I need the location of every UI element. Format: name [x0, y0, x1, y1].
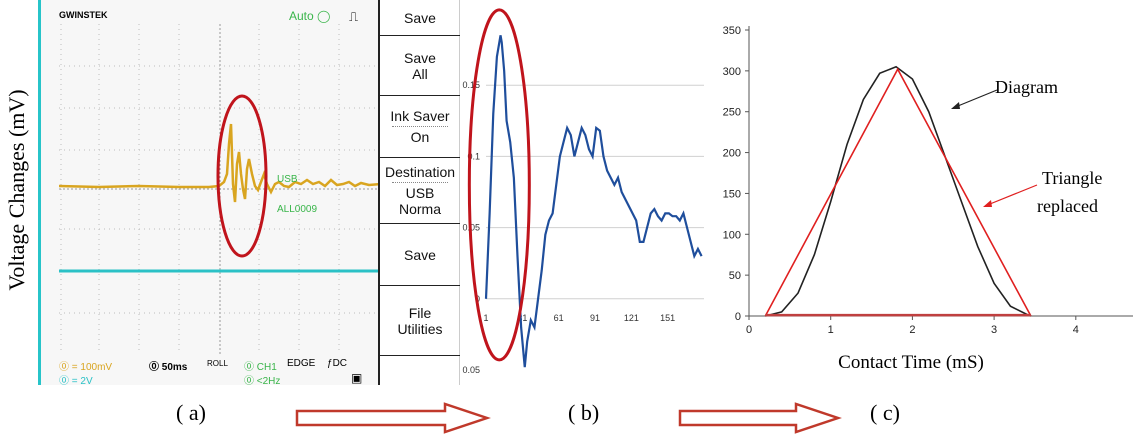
menu-item-save[interactable]: Save [380, 224, 460, 286]
menu-item-ink-saver[interactable]: Ink Saver On [380, 96, 460, 158]
ch2-scale-text: = 2V [71, 376, 93, 387]
scope-mode-text: Auto [289, 9, 314, 23]
arrow-right-icon [678, 402, 842, 434]
chart-b-x-tick-label: 61 [554, 313, 564, 323]
pulse-icon: ⎍ [349, 9, 359, 24]
menu-item-label: File [408, 304, 432, 321]
timebase: ⓪ 50ms [149, 362, 188, 373]
trigger-frequency: ⓪ <2Hz [244, 376, 281, 387]
menu-item-label: Ink Saver [390, 108, 450, 124]
chart-c-y-tick-label: 350 [723, 25, 741, 37]
chart-b-highlight-ellipse [467, 8, 531, 362]
menu-item-file-utilities[interactable]: File Utilities [380, 286, 460, 356]
oscilloscope-panel: GWINSTEK Auto ◯ ⎍ 1 2 USB ALL0009 ⓪ = 10… [38, 0, 381, 387]
menu-item-label: Destination [384, 164, 456, 180]
chart-b-x-tick-label: 91 [590, 313, 600, 323]
chart-c-annotation-arrowhead-diagram [951, 102, 960, 109]
chart-c-annotation-replaced: replaced [1037, 196, 1098, 216]
menu-item-destination[interactable]: Destination USB Norma [380, 158, 460, 224]
chart-b-y-tick-label: 0.05 [462, 365, 480, 375]
chart-c-y-tick-label: 300 [723, 66, 741, 78]
y-axis-label: Voltage Changes (mV) [2, 80, 32, 300]
panel-label-c: ( c) [870, 400, 900, 425]
scope-footer: ⓪ = 100mV ⓪ = 2V ⓪ 50ms ROLL ⓪ CH1 EDGE … [59, 358, 381, 387]
scope-brand: GWINSTEK [59, 10, 108, 20]
chart-c: 0 50 100 150 200 250 300 350 0 1 2 3 4 Diagram Triangl… [723, 25, 1133, 373]
menu-item-sublabel: All [412, 65, 428, 82]
chart-b-x-tick-label: 151 [660, 313, 675, 323]
chart-c-annotation-arrow-triangle [984, 184, 1038, 207]
menu-item-sublabel: Utilities [397, 320, 443, 337]
chart-b-y-tick-label: 0.1 [467, 151, 480, 161]
scope-mode: Auto ◯ [289, 9, 331, 23]
usb-label: USB [277, 174, 298, 185]
printer-icon: ▣ [351, 371, 363, 385]
chart-c-y-tick-label: 50 [729, 270, 741, 282]
panel-label-a: ( a) [176, 400, 206, 425]
chart-c-x-tick-label: 3 [991, 324, 997, 336]
menu-item-sublabel: On [392, 126, 448, 145]
menu-item-sublabel: USB Norma [392, 182, 448, 217]
coupling-text: DC [332, 358, 348, 369]
chart-b-x-tick-label: 121 [624, 313, 639, 323]
timebase-text: 50ms [161, 362, 188, 373]
chart-b-x-tick-label: 1 [483, 313, 488, 323]
chart-c-x-tick-label: 4 [1073, 324, 1079, 336]
chart-c-x-tick-label: 2 [909, 324, 915, 336]
chart-c-y-tick-label: 250 [723, 107, 741, 119]
menu-item-label: Save [404, 9, 436, 26]
chart-b-x-tick-label: 31 [517, 313, 527, 323]
menu-item-label: Save [404, 246, 436, 263]
arrow-b-to-c [678, 402, 842, 434]
menu-item-save-all[interactable]: Save All [380, 36, 460, 96]
ch1-scale-text: = 100mV [71, 362, 113, 373]
chart-c-x-tick-label: 0 [746, 324, 752, 336]
trigger-type: EDGE [287, 358, 316, 369]
y-axis-label-text: Voltage Changes (mV) [4, 89, 29, 291]
save-menu: Save Save All Ink Saver On Destination U… [378, 0, 460, 385]
chart-c-x-tick-label: 1 [828, 324, 834, 336]
menu-item-save-top[interactable]: Save [380, 0, 460, 36]
chart-c-annotation-diagram: Diagram [995, 77, 1058, 97]
arrow-right-icon [295, 402, 491, 434]
chart-b-series-line [484, 35, 703, 368]
chart-c-annotation-triangle: Triangle [1042, 168, 1102, 188]
chart-b-y-tick-label: 0.15 [462, 80, 480, 90]
ch1-trace [59, 123, 381, 203]
scope-screen: 1 2 USB ALL0009 [59, 24, 381, 354]
scope-highlight-ellipse [216, 94, 268, 258]
menu-item-label: Save [404, 49, 436, 66]
scope-header: GWINSTEK Auto ◯ ⎍ [41, 6, 381, 24]
chart-c-x-axis-label: Contact Time (mS) [838, 352, 984, 373]
chart-c-y-tick-label: 100 [723, 229, 741, 241]
chart-c-y-tick-label: 200 [723, 148, 741, 160]
chart-c-y-tick-label: 150 [723, 188, 741, 200]
chart-c-annotation-arrow-diagram [952, 89, 998, 109]
trigger-frequency-text: <2Hz [256, 376, 281, 387]
chart-c-annotation-arrowhead-triangle [983, 200, 992, 207]
trigger-source: ⓪ CH1 [244, 362, 277, 373]
coupling: ƒDC [327, 358, 348, 369]
chart-c-diagram-curve [765, 65, 1032, 317]
chart-c-triangle-line [764, 67, 1032, 317]
file-label: ALL0009 [277, 204, 317, 215]
ch2-scale: ⓪ = 2V [59, 376, 93, 387]
chart-c-y-tick-label: 0 [735, 311, 741, 323]
trigger-source-text: CH1 [256, 362, 277, 373]
arrow-a-to-b [295, 402, 491, 434]
roll-mode: ROLL [207, 359, 228, 368]
panel-label-b: ( b) [568, 400, 600, 425]
ch1-scale: ⓪ = 100mV [59, 362, 113, 373]
